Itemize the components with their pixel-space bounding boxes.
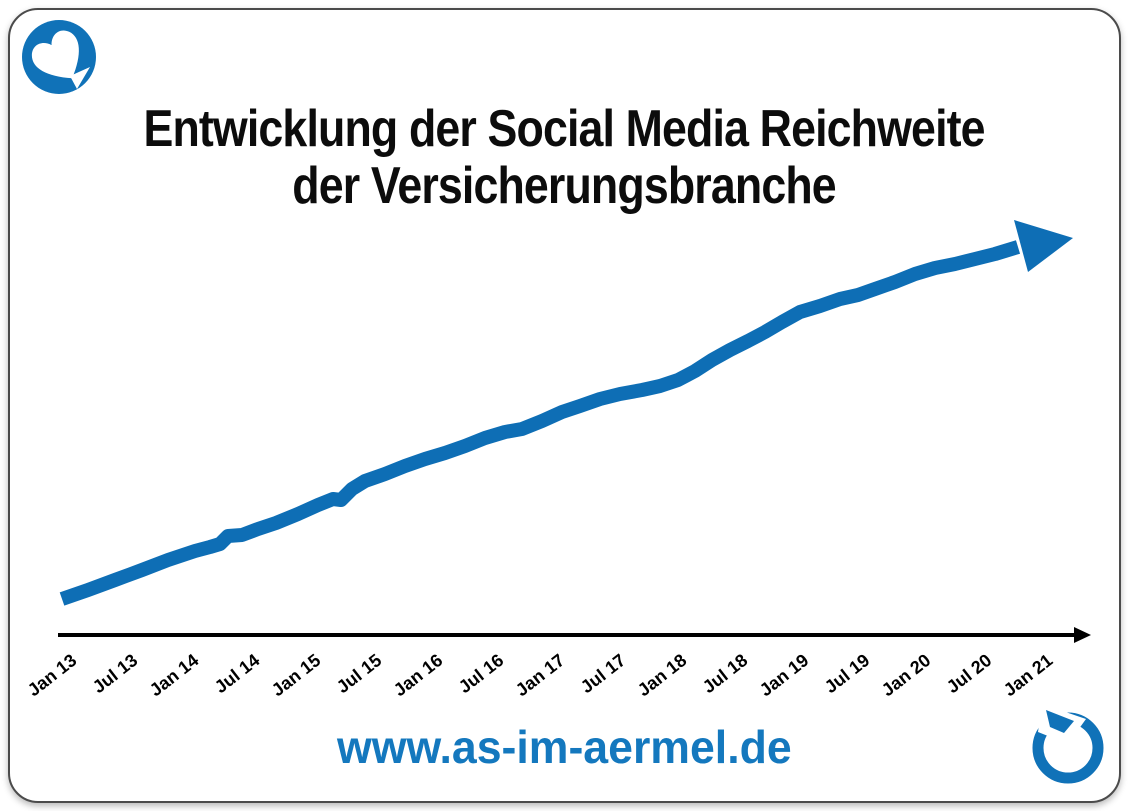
spade-logo-outline-icon [1032, 704, 1104, 784]
trend-line [59, 240, 1021, 606]
trend-arrow-head-icon [1014, 220, 1073, 272]
spade-shape [31, 30, 79, 79]
spade-fold-tip [1046, 710, 1074, 733]
x-axis-arrow-head-icon [1074, 627, 1091, 643]
chart-title: Entwicklung der Social Media Reichweite … [0, 101, 1129, 215]
spade-logo-icon [22, 20, 96, 94]
website-url-text[interactable]: www.as-im-aermel.de [337, 721, 792, 773]
chart-title-line1: Entwicklung der Social Media Reichweite [143, 100, 986, 158]
footer-website: www.as-im-aermel.de [0, 720, 1129, 774]
spade-curl [70, 67, 90, 89]
chart-title-line2: der Versicherungsbranche [292, 157, 837, 215]
